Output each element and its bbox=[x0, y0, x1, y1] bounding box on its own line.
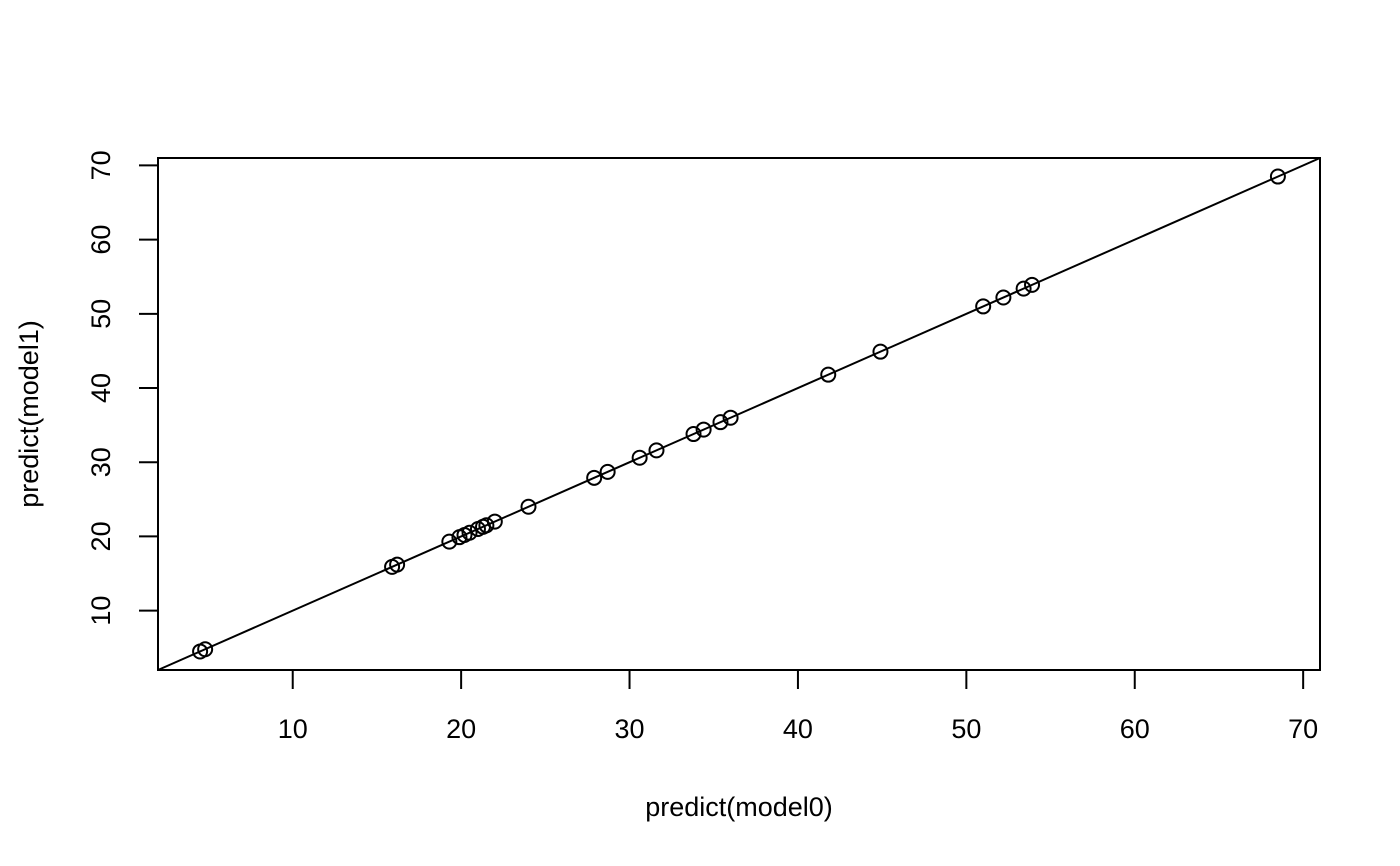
x-tick-label: 50 bbox=[951, 714, 981, 744]
y-tick-label: 60 bbox=[86, 225, 116, 255]
data-point bbox=[1015, 280, 1032, 297]
data-point bbox=[586, 469, 603, 486]
data-point bbox=[441, 533, 458, 550]
data-point bbox=[872, 343, 889, 360]
plot-frame bbox=[157, 157, 1321, 671]
x-axis: 10 20 30 40 50 60 70 bbox=[278, 670, 1318, 744]
x-tick-label: 70 bbox=[1288, 714, 1318, 744]
data-point bbox=[712, 414, 729, 431]
x-tick-label: 60 bbox=[1120, 714, 1150, 744]
data-point bbox=[722, 409, 739, 426]
data-point bbox=[648, 442, 665, 459]
x-axis-label: predict(model0) bbox=[645, 792, 833, 822]
x-tick-label: 10 bbox=[278, 714, 308, 744]
y-tick-label: 50 bbox=[86, 299, 116, 329]
y-tick-label: 20 bbox=[86, 521, 116, 551]
data-point bbox=[975, 298, 992, 315]
identity-reference-line bbox=[157, 157, 1321, 671]
data-point bbox=[197, 641, 214, 658]
y-tick-label: 30 bbox=[86, 447, 116, 477]
data-point bbox=[389, 556, 406, 573]
data-point bbox=[461, 524, 478, 541]
data-point bbox=[478, 517, 495, 534]
data-point bbox=[1024, 276, 1041, 293]
data-point bbox=[1269, 168, 1286, 185]
x-tick-label: 40 bbox=[783, 714, 813, 744]
data-point bbox=[631, 449, 648, 466]
data-point bbox=[599, 463, 616, 480]
data-point bbox=[820, 366, 837, 383]
data-point bbox=[520, 498, 537, 515]
data-point bbox=[695, 421, 712, 438]
data-point bbox=[486, 513, 503, 530]
data-point bbox=[995, 289, 1012, 306]
data-points bbox=[192, 168, 1286, 660]
x-tick-label: 30 bbox=[615, 714, 645, 744]
y-tick-label: 70 bbox=[86, 150, 116, 180]
y-tick-label: 40 bbox=[86, 373, 116, 403]
y-tick-label: 10 bbox=[86, 596, 116, 626]
x-tick-label: 20 bbox=[446, 714, 476, 744]
y-axis-label: predict(model1) bbox=[14, 320, 44, 508]
y-axis: 10 20 30 40 50 60 70 bbox=[86, 150, 158, 626]
data-point bbox=[685, 426, 702, 443]
